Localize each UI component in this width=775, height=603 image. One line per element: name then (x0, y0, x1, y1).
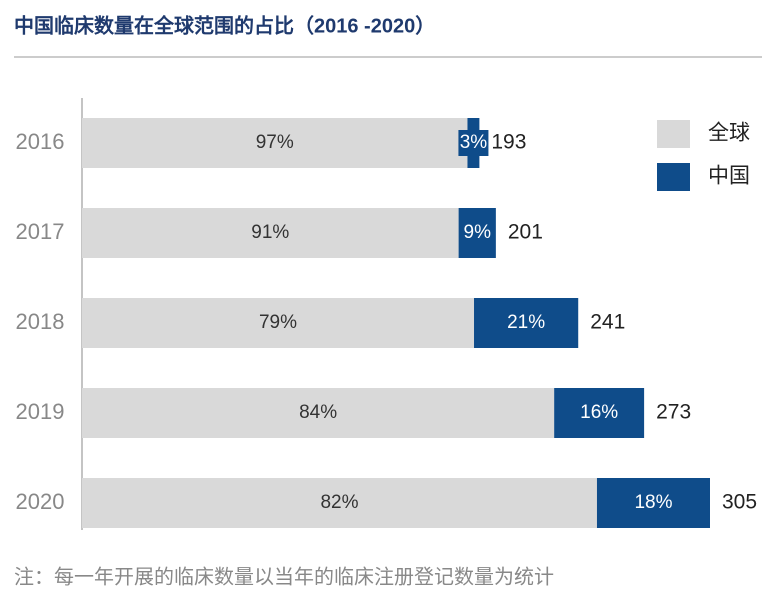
value-label: 97% (256, 132, 294, 153)
value-label: 91% (251, 222, 289, 243)
bar-segment (458, 208, 496, 258)
bar-segment (82, 478, 597, 528)
bar-segment (474, 298, 579, 348)
value-label: 18% (634, 492, 672, 513)
footnote: 注：每一年开展的临床数量以当年的临床注册登记数量为统计 (14, 565, 554, 588)
total-label: 201 (508, 221, 543, 244)
total-label: 305 (722, 491, 757, 514)
label-background (458, 130, 489, 156)
value-label: 82% (320, 492, 358, 513)
legend-label: 中国 (708, 165, 750, 188)
value-label: 3% (460, 132, 488, 153)
value-label: 79% (259, 312, 297, 333)
y-tick-label: 2020 (16, 489, 65, 514)
bar-segment (596, 478, 710, 528)
bar-segment (82, 208, 459, 258)
y-tick-label: 2017 (16, 219, 65, 244)
value-label: 9% (464, 222, 492, 243)
legend-label: 全球 (708, 122, 750, 145)
y-tick-label: 2019 (16, 399, 65, 424)
y-tick-label: 2016 (16, 129, 65, 154)
value-label: 16% (580, 402, 618, 423)
bar-segment (82, 298, 475, 348)
legend-swatch (657, 163, 690, 191)
chart-title: 中国临床数量在全球范围的占比（2016 -2020） (14, 13, 435, 37)
total-label: 241 (590, 311, 625, 334)
bar-segment (82, 118, 468, 168)
bar-segment (82, 388, 555, 438)
total-label: 273 (656, 401, 691, 424)
y-tick-label: 2018 (16, 309, 65, 334)
legend-swatch (657, 120, 690, 148)
value-label: 84% (299, 402, 337, 423)
value-label: 21% (507, 312, 545, 333)
bar-segment (554, 388, 645, 438)
total-label: 193 (491, 131, 526, 154)
